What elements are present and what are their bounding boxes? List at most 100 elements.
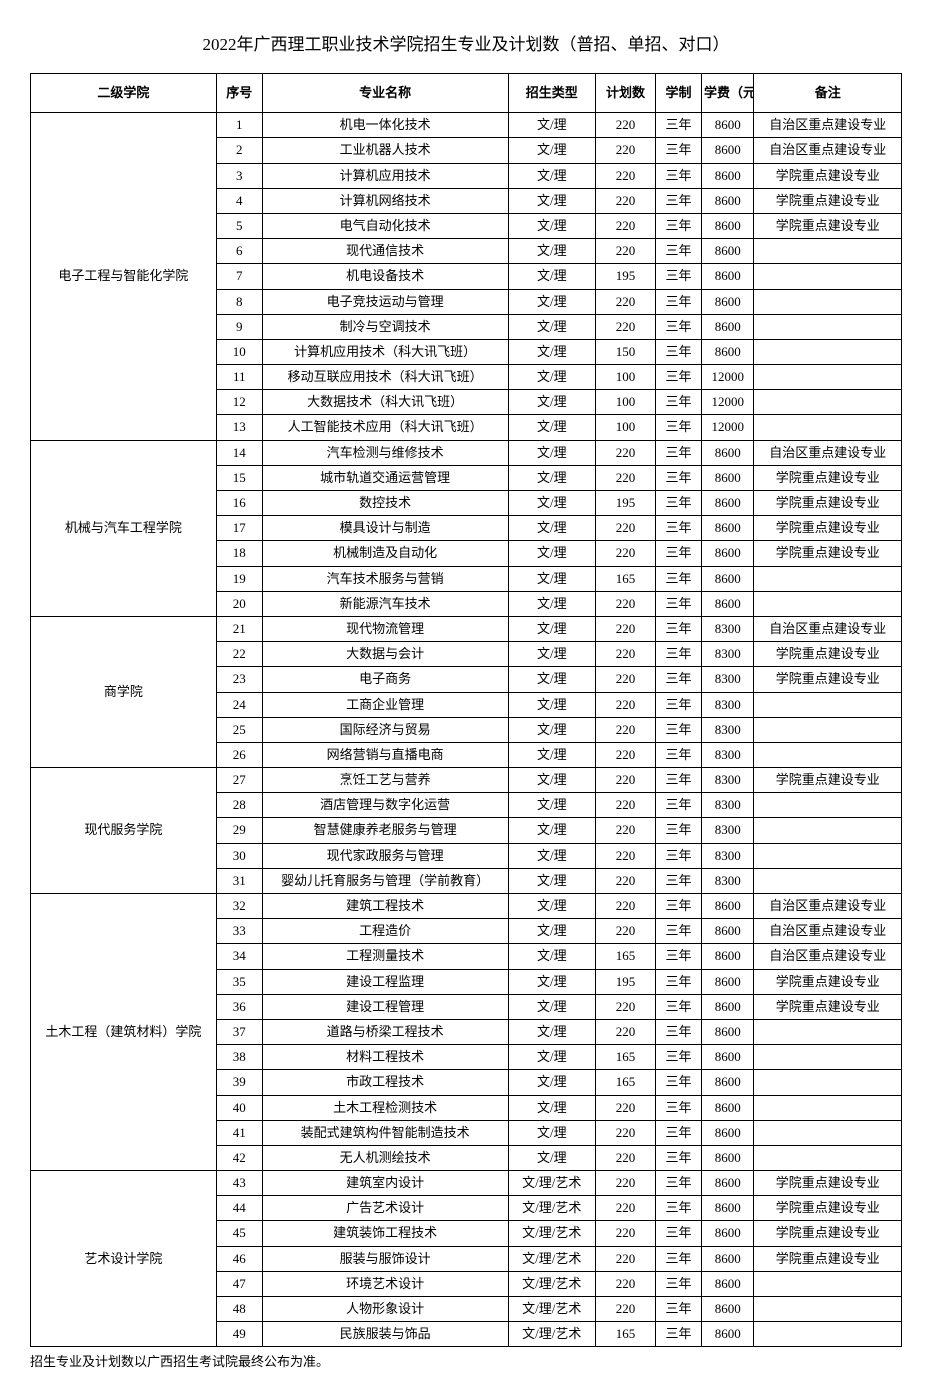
- major-cell: 智慧健康养老服务与管理: [262, 818, 508, 843]
- major-cell: 电子商务: [262, 667, 508, 692]
- type-cell: 文/理: [508, 365, 595, 390]
- table-header-row: 二级学院 序号 专业名称 招生类型 计划数 学制 学费（元） 备注: [31, 74, 902, 113]
- duration-cell: 三年: [656, 1145, 702, 1170]
- fee-cell: 8600: [701, 969, 753, 994]
- fee-cell: 8300: [701, 843, 753, 868]
- plan-cell: 220: [595, 642, 655, 667]
- fee-cell: 8300: [701, 818, 753, 843]
- major-cell: 工程造价: [262, 919, 508, 944]
- major-cell: 无人机测绘技术: [262, 1145, 508, 1170]
- duration-cell: 三年: [656, 1120, 702, 1145]
- plan-cell: 220: [595, 1095, 655, 1120]
- plan-cell: 220: [595, 1120, 655, 1145]
- type-cell: 文/理: [508, 591, 595, 616]
- fee-cell: 8600: [701, 264, 753, 289]
- major-cell: 婴幼儿托育服务与管理（学前教育）: [262, 868, 508, 893]
- plan-cell: 165: [595, 944, 655, 969]
- college-cell: 商学院: [31, 616, 217, 767]
- type-cell: 文/理: [508, 491, 595, 516]
- major-cell: 新能源汽车技术: [262, 591, 508, 616]
- idx-cell: 31: [216, 868, 262, 893]
- major-cell: 汽车技术服务与营销: [262, 566, 508, 591]
- fee-cell: 12000: [701, 415, 753, 440]
- duration-cell: 三年: [656, 1045, 702, 1070]
- major-cell: 大数据技术（科大讯飞班）: [262, 390, 508, 415]
- note-cell: [754, 390, 902, 415]
- fee-cell: 8600: [701, 516, 753, 541]
- idx-cell: 23: [216, 667, 262, 692]
- note-cell: [754, 1120, 902, 1145]
- note-cell: 学院重点建设专业: [754, 768, 902, 793]
- duration-cell: 三年: [656, 415, 702, 440]
- duration-cell: 三年: [656, 465, 702, 490]
- idx-cell: 33: [216, 919, 262, 944]
- note-cell: [754, 742, 902, 767]
- plan-cell: 150: [595, 339, 655, 364]
- duration-cell: 三年: [656, 944, 702, 969]
- duration-cell: 三年: [656, 365, 702, 390]
- fee-cell: 8600: [701, 289, 753, 314]
- major-cell: 模具设计与制造: [262, 516, 508, 541]
- plan-cell: 220: [595, 516, 655, 541]
- type-cell: 文/理: [508, 969, 595, 994]
- note-cell: 学院重点建设专业: [754, 1171, 902, 1196]
- major-cell: 装配式建筑构件智能制造技术: [262, 1120, 508, 1145]
- duration-cell: 三年: [656, 138, 702, 163]
- major-cell: 服装与服饰设计: [262, 1246, 508, 1271]
- idx-cell: 38: [216, 1045, 262, 1070]
- duration-cell: 三年: [656, 440, 702, 465]
- type-cell: 文/理: [508, 314, 595, 339]
- type-cell: 文/理/艺术: [508, 1322, 595, 1347]
- note-cell: 学院重点建设专业: [754, 994, 902, 1019]
- note-cell: 自治区重点建设专业: [754, 113, 902, 138]
- type-cell: 文/理: [508, 944, 595, 969]
- plan-cell: 220: [595, 667, 655, 692]
- type-cell: 文/理: [508, 793, 595, 818]
- duration-cell: 三年: [656, 339, 702, 364]
- fee-cell: 12000: [701, 365, 753, 390]
- major-cell: 环境艺术设计: [262, 1271, 508, 1296]
- note-cell: [754, 793, 902, 818]
- major-cell: 现代通信技术: [262, 239, 508, 264]
- type-cell: 文/理: [508, 717, 595, 742]
- table-row: 土木工程（建筑材料）学院32建筑工程技术文/理220三年8600自治区重点建设专…: [31, 894, 902, 919]
- plan-cell: 195: [595, 264, 655, 289]
- major-cell: 建设工程监理: [262, 969, 508, 994]
- major-cell: 建筑装饰工程技术: [262, 1221, 508, 1246]
- duration-cell: 三年: [656, 1070, 702, 1095]
- th-dur: 学制: [656, 74, 702, 113]
- fee-cell: 8600: [701, 1171, 753, 1196]
- plan-cell: 100: [595, 365, 655, 390]
- note-cell: [754, 1045, 902, 1070]
- idx-cell: 45: [216, 1221, 262, 1246]
- type-cell: 文/理: [508, 1095, 595, 1120]
- note-cell: [754, 339, 902, 364]
- plan-cell: 195: [595, 969, 655, 994]
- idx-cell: 18: [216, 541, 262, 566]
- duration-cell: 三年: [656, 289, 702, 314]
- type-cell: 文/理: [508, 541, 595, 566]
- plan-cell: 165: [595, 1322, 655, 1347]
- type-cell: 文/理/艺术: [508, 1246, 595, 1271]
- major-cell: 材料工程技术: [262, 1045, 508, 1070]
- th-note: 备注: [754, 74, 902, 113]
- th-fee: 学费（元）: [701, 74, 753, 113]
- note-cell: [754, 1095, 902, 1120]
- fee-cell: 8600: [701, 440, 753, 465]
- fee-cell: 8600: [701, 1271, 753, 1296]
- note-cell: 自治区重点建设专业: [754, 138, 902, 163]
- type-cell: 文/理/艺术: [508, 1221, 595, 1246]
- note-cell: [754, 692, 902, 717]
- plan-cell: 220: [595, 1145, 655, 1170]
- major-cell: 酒店管理与数字化运营: [262, 793, 508, 818]
- page-title: 2022年广西理工职业技术学院招生专业及计划数（普招、单招、对口）: [30, 30, 902, 55]
- fee-cell: 8600: [701, 566, 753, 591]
- note-cell: [754, 415, 902, 440]
- fee-cell: 8600: [701, 1070, 753, 1095]
- plan-cell: 165: [595, 1045, 655, 1070]
- idx-cell: 48: [216, 1297, 262, 1322]
- college-cell: 现代服务学院: [31, 768, 217, 894]
- fee-cell: 8600: [701, 163, 753, 188]
- fee-cell: 8600: [701, 188, 753, 213]
- duration-cell: 三年: [656, 541, 702, 566]
